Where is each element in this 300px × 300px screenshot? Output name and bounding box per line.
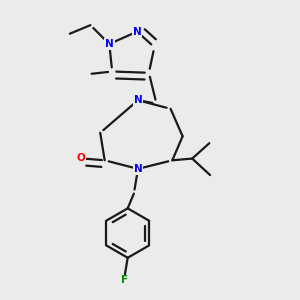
Text: N: N	[105, 39, 114, 49]
Text: N: N	[134, 164, 142, 174]
Text: N: N	[134, 95, 142, 105]
Text: N: N	[133, 27, 142, 37]
Text: O: O	[76, 153, 85, 163]
Text: F: F	[121, 275, 128, 285]
